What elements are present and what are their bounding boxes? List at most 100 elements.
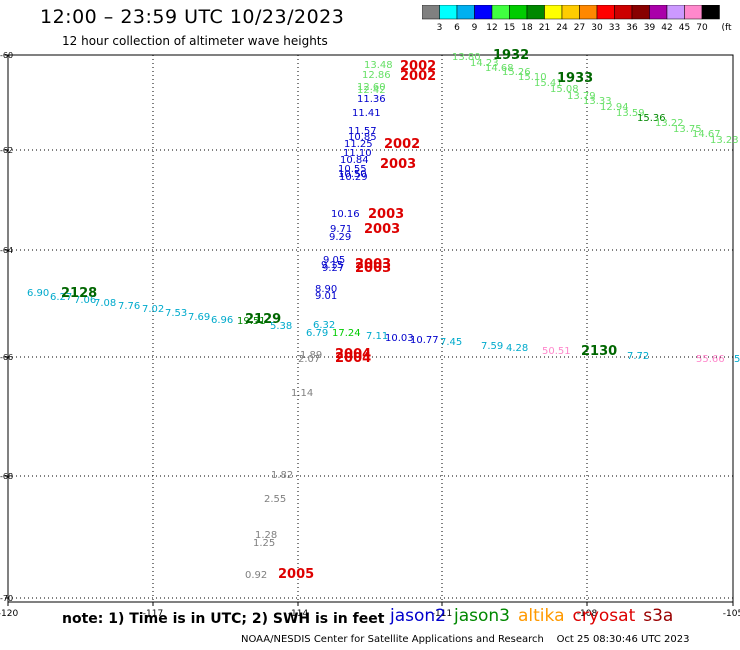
wave-height-reading: 10.16	[331, 209, 360, 220]
latitude-tick-label: -64	[0, 246, 13, 255]
colorbar-swatch	[701, 5, 720, 20]
wave-height-reading: 6.79	[306, 328, 328, 339]
wave-height-reading: 7.59	[481, 341, 503, 352]
wave-height-reading: 7.02	[142, 304, 164, 315]
longitude-tick-label: -105	[723, 609, 740, 619]
wave-height-reading: 10.55	[338, 164, 367, 175]
latitude-tick-label: -62	[0, 146, 13, 155]
wave-height-reading: 7.08	[94, 298, 116, 309]
wave-height-reading: 6.96	[211, 315, 233, 326]
wave-height-reading: 9.71	[330, 224, 352, 235]
wave-height-reading: 11.41	[352, 108, 381, 119]
pass-time-label: 2002	[384, 137, 420, 152]
wave-height-reading: 5	[734, 354, 740, 365]
colorbar-label: 36	[626, 23, 638, 33]
pass-time-label: 2003	[364, 222, 400, 237]
colorbar-label: 9	[472, 23, 478, 33]
wave-height-reading: 7.53	[165, 308, 187, 319]
wave-height-reading: 5.38	[270, 321, 292, 332]
wave-height-reading: 13.75	[673, 124, 702, 135]
pass-time-label: 2128	[61, 286, 97, 301]
latitude-tick-label: -68	[0, 472, 13, 481]
colorbar-label: 24	[556, 23, 568, 33]
pass-time-label: 2003	[380, 157, 416, 172]
wave-height-reading: 9.29	[329, 232, 351, 243]
wave-height-reading: 14.67	[692, 129, 721, 140]
longitude-tick-label: -120	[0, 609, 18, 619]
pass-time-label: 2129	[245, 312, 281, 327]
wave-height-reading: 10.03	[385, 333, 414, 344]
wave-height-reading: 15.26	[502, 67, 531, 78]
wave-height-reading: 6.32	[313, 320, 335, 331]
wave-height-reading: 1.14	[291, 388, 313, 399]
pass-time-label: 2003	[355, 257, 391, 272]
pass-time-label: 2003	[355, 261, 391, 276]
satellite-legend-jason2: jason2	[390, 606, 446, 626]
satellite-legend: jason2 jason3 altika cryosat s3a	[390, 606, 681, 626]
wave-height-reading: 7.45	[440, 337, 462, 348]
pass-time-label: 1932	[493, 48, 529, 63]
wave-height-reading: 1.25	[253, 538, 275, 549]
wave-height-reading: 15.41	[534, 78, 563, 89]
satellite-legend-s3a: s3a	[643, 606, 674, 626]
colorbar-label: 45	[679, 23, 690, 33]
wave-height-reading: 12.60	[357, 82, 386, 93]
pass-time-label: 2003	[368, 207, 404, 222]
colorbar-label: 30	[591, 23, 603, 33]
wave-height-reading: 14.68	[485, 63, 514, 74]
map-subtitle: 12 hour collection of altimeter wave hei…	[62, 34, 328, 48]
longitude-tick-label: -117	[143, 609, 163, 619]
pass-time-label: 2130	[581, 344, 617, 359]
colorbar-label: 70	[696, 23, 708, 33]
colorbar-label: 39	[644, 23, 656, 33]
colorbar-label: 12	[486, 23, 497, 33]
wave-height-reading: 12.86	[362, 70, 391, 81]
colorbar-label: 27	[574, 23, 585, 33]
longitude-tick-label: -114	[288, 609, 309, 619]
wave-height-reading: 7.76	[118, 301, 140, 312]
map-title: 12:00 – 23:59 UTC 10/23/2023	[40, 6, 345, 28]
wave-height-reading: 10.84	[340, 155, 369, 166]
wave-height-reading: 13.79	[567, 91, 596, 102]
colorbar-unit: (ft)	[722, 23, 733, 33]
wave-height-reading: 15.36	[637, 113, 666, 124]
satellite-legend-cryosat: cryosat	[572, 606, 636, 626]
wave-height-reading: 1.89	[300, 350, 322, 361]
wave-height-reading: 2.55	[264, 494, 286, 505]
wave-height-reading: 10.29	[339, 172, 368, 183]
wave-height-reading: 19.51	[237, 316, 266, 327]
wave-height-reading: 11.10	[343, 148, 372, 159]
pass-time-label: 2004	[335, 351, 371, 366]
wave-height-reading: 2.07	[298, 354, 320, 365]
wave-height-reading: 11.57	[348, 126, 377, 137]
longitude-tick-label: -111	[432, 609, 452, 619]
wave-height-reading: 12.42	[357, 85, 386, 96]
wave-height-reading: 11.25	[344, 139, 373, 150]
colorbar-label: 18	[521, 23, 533, 33]
wave-height-reading: 17.24	[332, 328, 361, 339]
wave-height-reading: 15.08	[550, 84, 579, 95]
latitude-tick-label: -60	[0, 51, 13, 60]
wave-height-reading: 6.27	[50, 292, 72, 303]
wave-height-reading: 7.06	[74, 295, 96, 306]
colorbar-label: 6	[454, 23, 460, 33]
colorbar-label: 33	[609, 23, 620, 33]
pass-time-label: 2004	[335, 347, 371, 362]
wave-height-reading: 15.10	[518, 72, 547, 83]
wave-height-reading: 1.28	[255, 530, 277, 541]
wave-height-reading: 10.50	[338, 169, 367, 180]
colorbar-label: 42	[661, 23, 672, 33]
wave-height-reading: 13.80	[452, 52, 481, 63]
wave-height-reading: 10.85	[348, 132, 377, 143]
colorbar-label: 3	[437, 23, 443, 33]
wave-height-reading: 13.22	[655, 118, 684, 129]
wave-height-reading: 11.36	[357, 94, 386, 105]
wave-height-reading: 6.90	[27, 288, 49, 299]
wave-height-reading: 9.01	[315, 291, 337, 302]
wave-height-reading: 50.51	[542, 346, 571, 357]
wave-height-reading: 7.11	[366, 331, 388, 342]
wave-height-reading: 8.90	[315, 284, 337, 295]
wave-height-reading: 55.66	[696, 354, 725, 365]
